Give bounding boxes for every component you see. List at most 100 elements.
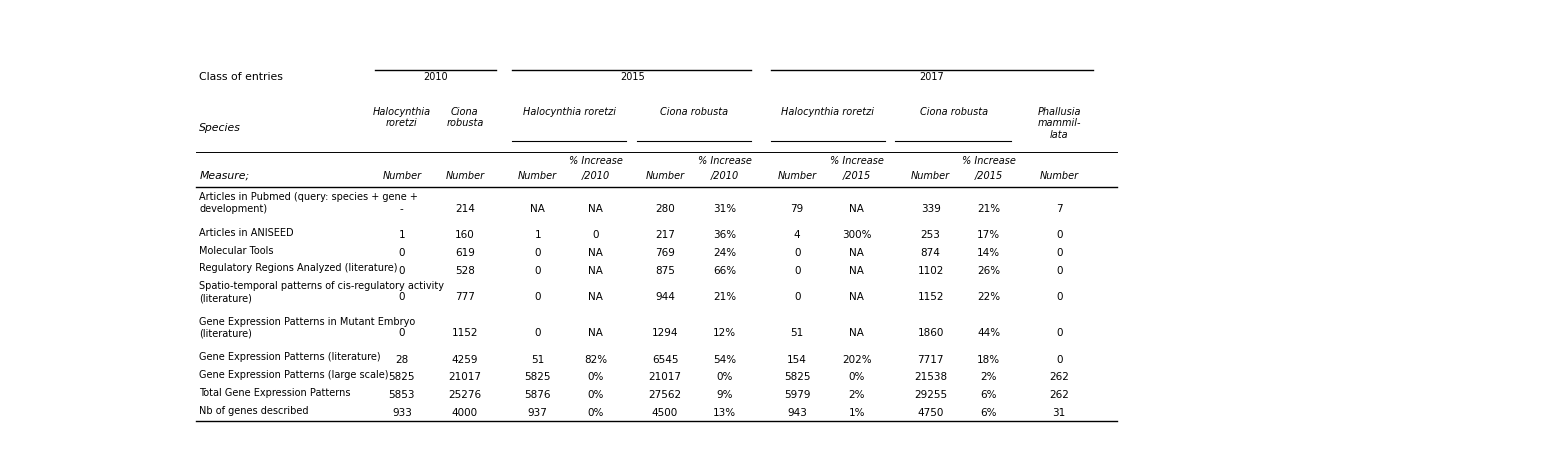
Text: 874: 874 [920,248,941,258]
Text: 12%: 12% [714,328,736,338]
Text: 26%: 26% [977,266,1000,276]
Text: 25276: 25276 [448,390,482,400]
Text: 13%: 13% [714,408,736,418]
Text: 769: 769 [656,248,675,258]
Text: Halocynthia roretzi: Halocynthia roretzi [781,107,873,117]
Text: 21%: 21% [714,292,736,302]
Text: 0: 0 [793,248,800,258]
Text: Articles in ANISEED: Articles in ANISEED [199,228,294,238]
Text: 9%: 9% [717,390,732,400]
Text: 2%: 2% [981,372,997,382]
Text: NA: NA [588,292,604,302]
Text: 202%: 202% [842,355,872,365]
Text: NA: NA [850,266,864,276]
Text: Gene Expression Patterns (large scale): Gene Expression Patterns (large scale) [199,370,388,380]
Text: Number: Number [518,171,557,181]
Text: 51: 51 [790,328,804,338]
Text: 22%: 22% [977,292,1000,302]
Text: NA: NA [588,248,604,258]
Text: 0: 0 [534,328,541,338]
Text: 0: 0 [593,230,599,240]
Text: Number: Number [1039,171,1078,181]
Text: 1: 1 [534,230,541,240]
Text: 5825: 5825 [524,372,551,382]
Text: 0: 0 [534,266,541,276]
Text: 1860: 1860 [917,328,944,338]
Text: 6%: 6% [981,390,997,400]
Text: 5825: 5825 [784,372,811,382]
Text: NA: NA [850,328,864,338]
Text: Gene Expression Patterns in Mutant Embryo
(literature): Gene Expression Patterns in Mutant Embry… [199,317,416,339]
Text: 0: 0 [399,328,405,338]
Text: 7: 7 [1056,204,1063,214]
Text: 18%: 18% [977,355,1000,365]
Text: 5825: 5825 [388,372,415,382]
Text: 5853: 5853 [388,390,415,400]
Text: 51: 51 [531,355,545,365]
Text: NA: NA [588,266,604,276]
Text: 4000: 4000 [452,408,477,418]
Text: Halocynthia
roretzi: Halocynthia roretzi [372,107,430,128]
Text: 528: 528 [455,266,474,276]
Text: Class of entries: Class of entries [199,72,283,82]
Text: 31: 31 [1053,408,1066,418]
Text: 1294: 1294 [651,328,678,338]
Text: 44%: 44% [977,328,1000,338]
Text: Number: Number [911,171,950,181]
Text: Articles in Pubmed (query: species + gene +
development): Articles in Pubmed (query: species + gen… [199,192,418,214]
Text: 154: 154 [787,355,808,365]
Text: NA: NA [850,204,864,214]
Text: Ciona
robusta: Ciona robusta [446,107,484,128]
Text: 0: 0 [1056,355,1063,365]
Text: 0: 0 [399,248,405,258]
Text: Number: Number [446,171,485,181]
Text: 1102: 1102 [917,266,944,276]
Text: 253: 253 [920,230,941,240]
Text: 4500: 4500 [653,408,678,418]
Text: 36%: 36% [714,230,736,240]
Text: Halocynthia roretzi: Halocynthia roretzi [523,107,615,117]
Text: Nb of genes described: Nb of genes described [199,406,308,416]
Text: % Increase: % Increase [829,156,884,166]
Text: 79: 79 [790,204,804,214]
Text: Total Gene Expression Patterns: Total Gene Expression Patterns [199,388,351,398]
Text: 5979: 5979 [784,390,811,400]
Text: Ciona robusta: Ciona robusta [660,107,728,117]
Text: 4750: 4750 [917,408,944,418]
Text: 54%: 54% [714,355,736,365]
Text: 2015: 2015 [620,72,645,82]
Text: % Increase: % Increase [570,156,623,166]
Text: 0: 0 [1056,266,1063,276]
Text: 28: 28 [396,355,408,365]
Text: 0%: 0% [588,372,604,382]
Text: 4: 4 [793,230,801,240]
Text: Ciona robusta: Ciona robusta [920,107,988,117]
Text: 2%: 2% [848,390,865,400]
Text: 14%: 14% [977,248,1000,258]
Text: 6%: 6% [981,408,997,418]
Text: 933: 933 [391,408,412,418]
Text: 777: 777 [455,292,474,302]
Text: 0: 0 [1056,248,1063,258]
Text: 0: 0 [1056,292,1063,302]
Text: 0%: 0% [717,372,732,382]
Text: 66%: 66% [714,266,736,276]
Text: 0: 0 [534,292,541,302]
Text: Regulatory Regions Analyzed (literature): Regulatory Regions Analyzed (literature) [199,263,398,273]
Text: 1%: 1% [848,408,865,418]
Text: Species: Species [199,123,241,133]
Text: NA: NA [850,292,864,302]
Text: 0%: 0% [588,408,604,418]
Text: 21%: 21% [977,204,1000,214]
Text: Molecular Tools: Molecular Tools [199,246,274,256]
Text: Gene Expression Patterns (literature): Gene Expression Patterns (literature) [199,352,380,362]
Text: 217: 217 [656,230,675,240]
Text: Number: Number [382,171,421,181]
Text: 0: 0 [1056,230,1063,240]
Text: 944: 944 [656,292,675,302]
Text: 875: 875 [656,266,675,276]
Text: 29255: 29255 [914,390,947,400]
Text: NA: NA [531,204,545,214]
Text: NA: NA [850,248,864,258]
Text: 0: 0 [793,292,800,302]
